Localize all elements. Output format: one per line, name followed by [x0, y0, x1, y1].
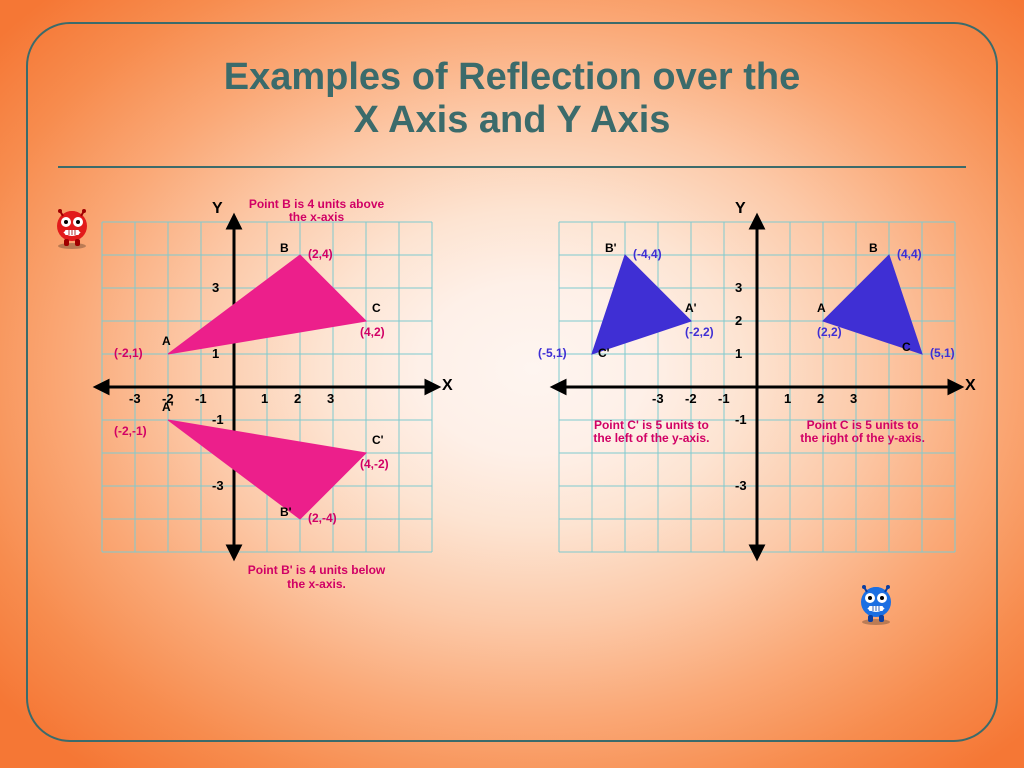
point-letter-B: B	[280, 241, 289, 255]
point-letter-A': A'	[162, 400, 174, 414]
slide-title: Examples of Reflection over theX Axis an…	[0, 56, 1024, 141]
x-tick: 1	[261, 391, 268, 406]
point-coord-B: (4,4)	[897, 247, 922, 261]
y-tick: -1	[212, 412, 224, 427]
x-tick: -2	[685, 391, 697, 406]
title-underline	[58, 166, 966, 168]
y-axis-label: Y	[735, 200, 746, 218]
x-reflection-diagram: XY-3-2-112313-1-3A(-2,1)B(2,4)C(4,2)A'(-…	[42, 202, 492, 640]
point-letter-C: C	[902, 340, 911, 354]
point-coord-A': (-2,-1)	[114, 424, 147, 438]
x-tick: 3	[327, 391, 334, 406]
x-tick: -1	[718, 391, 730, 406]
x-tick: 2	[817, 391, 824, 406]
caption-1: Point B' is 4 units belowthe x-axis.	[217, 564, 417, 592]
y-tick: -3	[212, 478, 224, 493]
monster-red-icon	[50, 206, 94, 250]
point-coord-C': (-5,1)	[538, 346, 567, 360]
y-tick: 1	[735, 346, 742, 361]
point-coord-C: (4,2)	[360, 325, 385, 339]
point-coord-B': (2,-4)	[308, 511, 337, 525]
point-coord-A: (-2,1)	[114, 346, 143, 360]
caption-0: Point B is 4 units abovethe x-axis	[217, 198, 417, 226]
y-tick: 1	[212, 346, 219, 361]
point-letter-A': A'	[685, 301, 697, 315]
x-tick: -3	[652, 391, 664, 406]
y-tick: 2	[735, 313, 742, 328]
x-axis-label: X	[965, 377, 976, 395]
monster-blue-icon	[854, 582, 898, 626]
x-tick: 1	[784, 391, 791, 406]
point-coord-B': (-4,4)	[633, 247, 662, 261]
point-letter-C': C'	[598, 346, 610, 360]
point-letter-B': B'	[605, 241, 617, 255]
x-tick: -1	[195, 391, 207, 406]
triangle-1	[592, 255, 691, 354]
caption-1: Point C is 5 units tothe right of the y-…	[763, 419, 963, 447]
x-axis-label: X	[442, 377, 453, 395]
point-coord-C: (5,1)	[930, 346, 955, 360]
y-tick: -3	[735, 478, 747, 493]
point-letter-C: C	[372, 301, 381, 315]
point-coord-B: (2,4)	[308, 247, 333, 261]
y-tick: 3	[735, 280, 742, 295]
caption-0: Point C' is 5 units tothe left of the y-…	[551, 419, 751, 447]
y-reflection-diagram: XY-3-2-1123123-1-3A(2,2)B(4,4)C(5,1)A'(-…	[532, 202, 982, 640]
x-tick: -3	[129, 391, 141, 406]
point-letter-A: A	[162, 334, 171, 348]
point-letter-A: A	[817, 301, 826, 315]
point-letter-B': B'	[280, 505, 292, 519]
point-coord-C': (4,-2)	[360, 457, 389, 471]
y-tick: 3	[212, 280, 219, 295]
point-coord-A': (-2,2)	[685, 325, 714, 339]
x-tick: 3	[850, 391, 857, 406]
point-letter-C': C'	[372, 433, 384, 447]
point-coord-A: (2,2)	[817, 325, 842, 339]
x-tick: 2	[294, 391, 301, 406]
point-letter-B: B	[869, 241, 878, 255]
